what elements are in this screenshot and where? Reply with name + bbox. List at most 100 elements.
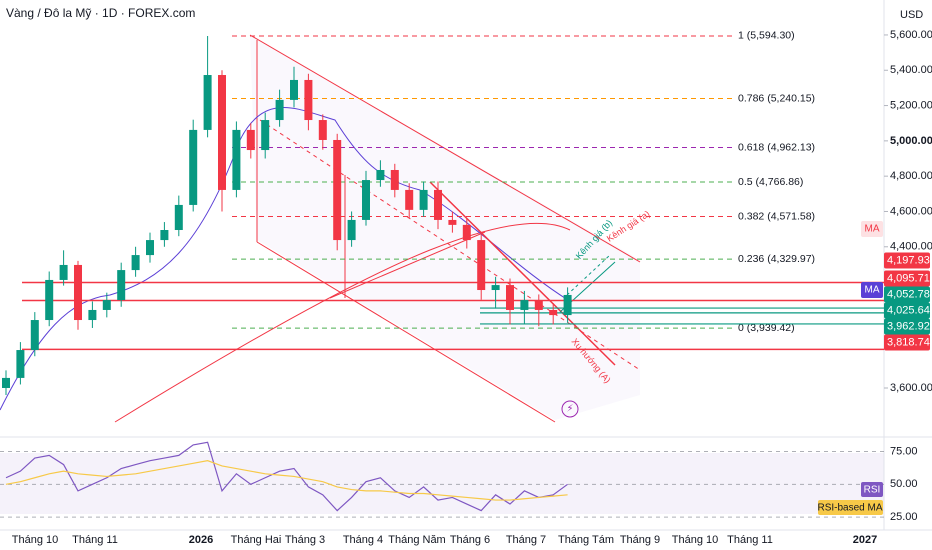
- price-tag: [884, 286, 930, 303]
- candle-body: [275, 99, 284, 121]
- y-tick-label: 4,400.00: [890, 241, 932, 253]
- y-tick-label: 5,000.00: [890, 135, 932, 147]
- y-tick-label: 5,400.00: [890, 64, 932, 76]
- candle-body: [304, 79, 313, 121]
- candle-body: [203, 75, 212, 130]
- candle-body: [45, 279, 54, 321]
- price-tag-label: 4,197.93: [887, 254, 930, 266]
- price-tag-label: 4,025.64: [887, 304, 930, 316]
- candle-body: [261, 120, 270, 151]
- channel-top: [249, 34, 641, 263]
- candle-body: [218, 75, 226, 190]
- price-tag-label: 3,962.92: [887, 320, 930, 332]
- ma-tag: [861, 282, 883, 298]
- x-tick-label: Tháng 10: [12, 534, 58, 546]
- candle-body: [534, 300, 543, 310]
- currency: USD: [900, 9, 923, 21]
- candle-body: [462, 224, 471, 241]
- candle-body: [117, 270, 126, 301]
- candle-body: [59, 264, 68, 280]
- x-tick-label: Tháng 6: [450, 534, 490, 546]
- fib-label: 0.5 (4,766.86): [738, 176, 803, 188]
- candle-body: [333, 139, 342, 241]
- price-tag: [884, 252, 930, 269]
- price-tag-label: 3,818.74: [887, 336, 930, 348]
- x-tick-label: Tháng 11: [727, 534, 773, 546]
- candle-body: [390, 169, 399, 190]
- x-tick-label: Tháng 9: [620, 534, 660, 546]
- y-tick-label: 4,600.00: [890, 205, 932, 217]
- candle-body: [131, 255, 140, 271]
- candle-body: [434, 189, 442, 220]
- ma-tag: [861, 221, 883, 237]
- y-tick-label: 4,800.00: [890, 170, 932, 182]
- candle-body: [88, 309, 97, 321]
- candle-body: [477, 240, 486, 291]
- candle-body: [160, 230, 169, 241]
- candle-body: [232, 129, 241, 190]
- price-tag-label: 4,095.71: [887, 272, 930, 284]
- fib-label: 0.382 (4,571.58): [738, 210, 815, 222]
- candle-body: [189, 129, 198, 205]
- price-tag: [884, 270, 930, 287]
- rsi-tick-label: 75.00: [890, 445, 918, 457]
- fib-label: 1 (5,594.30): [738, 30, 795, 42]
- price-tag: [884, 334, 930, 351]
- y-tick-label: 5,600.00: [890, 29, 932, 41]
- chart-title: Vàng / Đô la Mỹ · 1D · FOREX.com: [6, 6, 195, 20]
- ma-tag-label: MA: [865, 285, 880, 296]
- candle-body: [506, 285, 514, 310]
- candle-body: [146, 240, 154, 256]
- event-icon[interactable]: [561, 400, 579, 418]
- rsi-ma-tag-label: RSI-based MA: [817, 503, 882, 514]
- candle-body: [74, 264, 82, 321]
- fib-label: 0 (3,939.42): [738, 322, 795, 334]
- ma-tag-label: MA: [865, 224, 880, 235]
- rsi-pane: [0, 437, 884, 529]
- x-tick-label: Tháng 4: [343, 534, 383, 546]
- x-tick-label: Tháng 7: [506, 534, 546, 546]
- candle-body: [102, 300, 111, 310]
- candle-body: [376, 169, 385, 181]
- candle-body: [290, 79, 298, 100]
- candle-body: [2, 377, 10, 388]
- x-tick-label: Tháng Tám: [558, 534, 614, 546]
- x-tick-label: 2026: [189, 534, 213, 546]
- rsi-tick-label: 50.00: [890, 478, 918, 490]
- rsi-ma-tag: [818, 500, 883, 515]
- candle-body: [563, 294, 572, 316]
- rsi-line: [5, 441, 568, 512]
- rsi-line: [5, 460, 568, 501]
- candle-body: [491, 285, 500, 291]
- candle-body: [362, 180, 370, 220]
- x-tick-label: Tháng 3: [285, 534, 325, 546]
- candle-body: [347, 219, 356, 241]
- y-tick-label: 5,200.00: [890, 99, 932, 111]
- fib-label: 0.618 (4,962.13): [738, 141, 815, 153]
- price-tag: [884, 302, 930, 319]
- event-icon-glyph: ⚡: [566, 404, 573, 415]
- rsi-tag: [861, 482, 883, 497]
- x-tick-label: Tháng 11: [72, 534, 118, 546]
- candle-body: [16, 350, 25, 378]
- channel-b2: [566, 254, 611, 296]
- trend-line: [429, 181, 616, 366]
- channel-bottom: [256, 241, 556, 423]
- candle-body: [448, 219, 457, 225]
- support-line: [329, 231, 486, 299]
- rsi-tick-label: 25.00: [890, 511, 918, 523]
- candle-body: [405, 189, 414, 210]
- x-tick-label: Tháng Hai: [231, 534, 282, 546]
- rsi-band: [0, 453, 884, 514]
- x-tick-label: 2027: [853, 534, 877, 546]
- price-tag: [884, 318, 930, 335]
- fib-label: 0.236 (4,329.97): [738, 253, 815, 265]
- candle-body: [174, 204, 183, 231]
- candle-body: [246, 129, 255, 151]
- candle-body: [419, 189, 428, 210]
- price-tag-label: 4,052.78: [887, 288, 930, 300]
- candle-body: [520, 300, 529, 310]
